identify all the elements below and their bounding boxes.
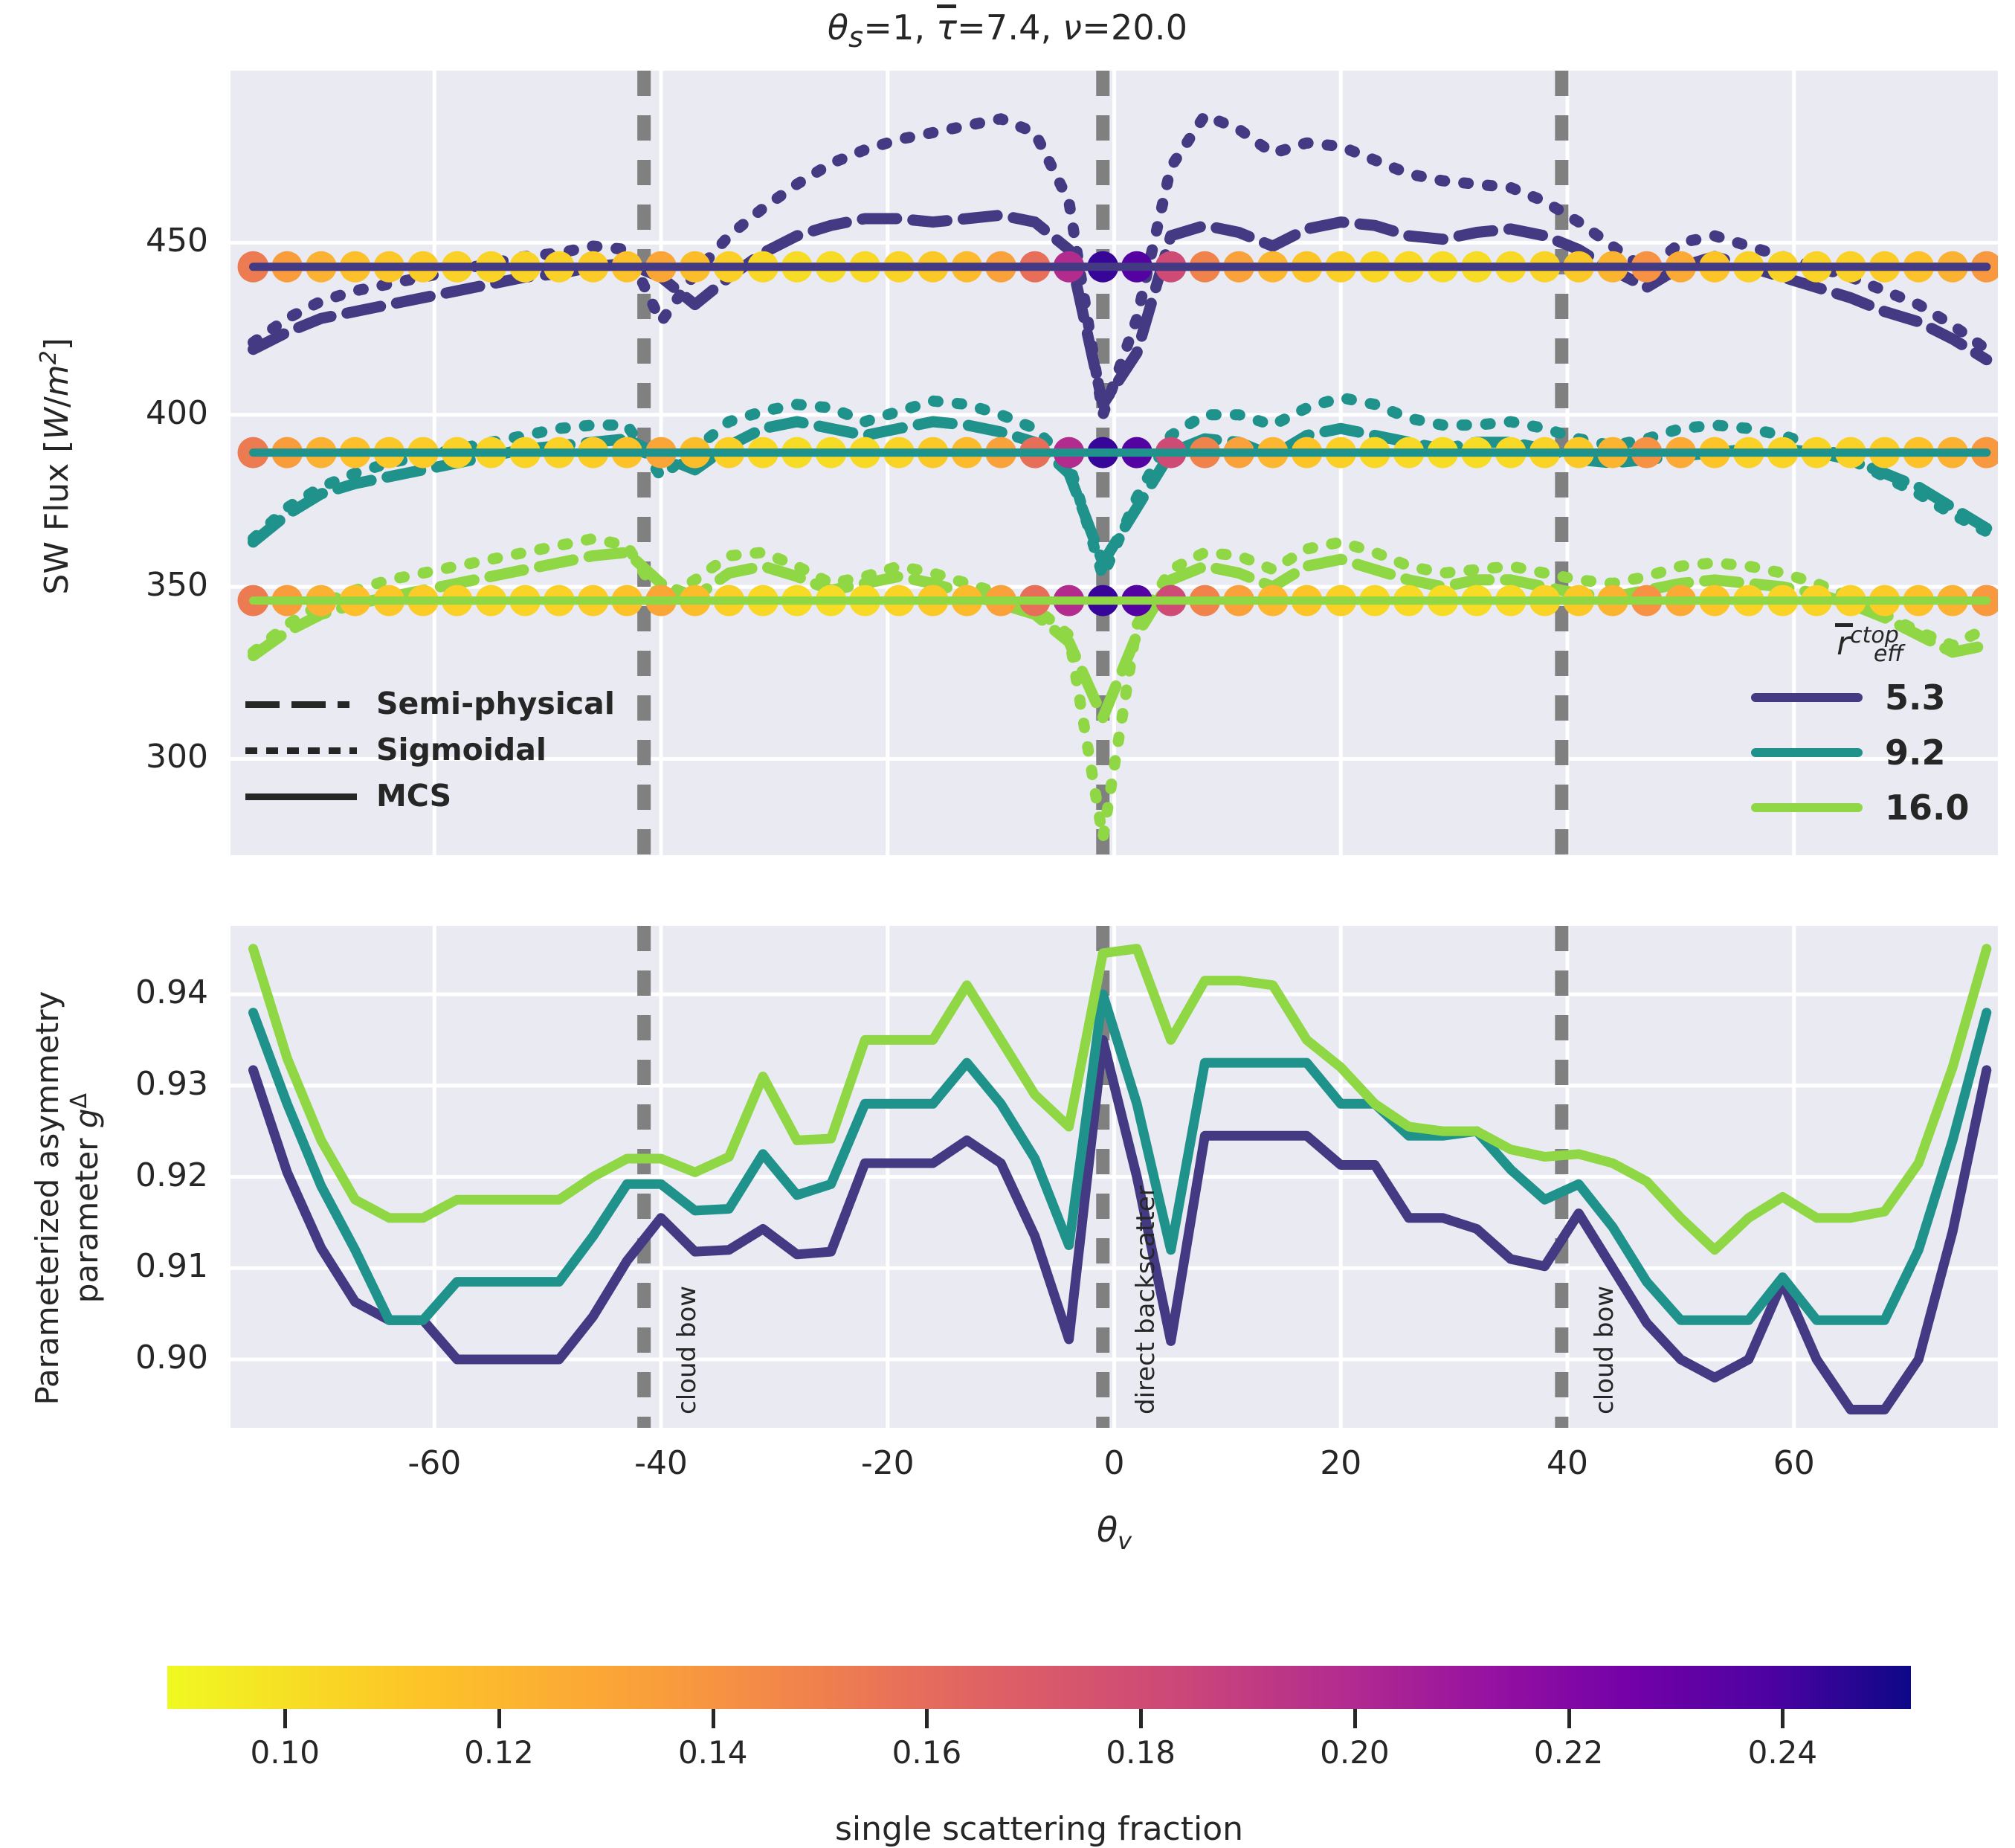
title-nu-value: 20.0: [1110, 7, 1188, 48]
reff-value-0: 5.3: [1885, 677, 1946, 718]
x-tick-0: 0: [1103, 1444, 1125, 1482]
colorbar-tick-label-0.10: 0.10: [250, 1734, 320, 1771]
reff-swatch-1: [1751, 748, 1863, 758]
asymmetry-panel: [230, 926, 1998, 1428]
reff-swatch-2: [1751, 803, 1863, 813]
asymmetry-axis-label: Parameterized asymmetry parameter gΔ: [28, 991, 105, 1406]
figure-root: θs=1, τ =7.4, ν=20.0 SW Flux [W/m2] Param…: [0, 4, 2015, 1848]
y-tick-bottom-0.90: 0.90: [135, 1338, 208, 1377]
legend-item-semi-physical: Semi-physical: [245, 680, 615, 727]
colorbar-tick-labels: 0.10 0.12 0.14 0.16 0.18 0.20 0.22 0.24: [167, 1734, 1911, 1777]
colorbar-tick-label-0.14: 0.14: [677, 1734, 748, 1771]
flux-axis-label: SW Flux [W/m2]: [36, 338, 76, 595]
reff-legend-item-2: 16.0: [1751, 780, 1989, 835]
reff-value-2: 16.0: [1885, 788, 1970, 828]
linestyle-legend: Semi-physical Sigmoidal MCS: [245, 680, 615, 819]
colorbar: 0.10 0.12 0.14 0.16 0.18 0.20 0.22 0.24 single …: [167, 1666, 1911, 1848]
colorbar-tick-label-0.18: 0.18: [1106, 1734, 1176, 1771]
colorbar-tick-label-0.22: 0.22: [1533, 1734, 1604, 1771]
x-tick-60: 60: [1773, 1444, 1815, 1482]
y-tick-top-350: 350: [146, 566, 208, 605]
colorbar-tick-0.18: [1139, 1709, 1144, 1728]
vline-annotation-0: cloud bow: [672, 1285, 703, 1414]
y-tick-bottom-0.91: 0.91: [135, 1247, 208, 1286]
dashed-line-icon: [245, 692, 357, 715]
asymmetry-axis-label-line1: Parameterized asymmetry: [28, 991, 65, 1406]
colorbar-tick-label-0.20: 0.20: [1320, 1734, 1390, 1771]
x-tick-40: 40: [1546, 1444, 1588, 1482]
colorbar-ticks: [167, 1709, 1911, 1734]
colorbar-tick-0.14: [711, 1709, 715, 1728]
x-tick--20: -20: [860, 1444, 915, 1482]
solid-line-icon: [245, 785, 357, 807]
figure-title: θs=1, τ =7.4, ν=20.0: [0, 4, 2015, 54]
vline-annotation-1: direct backscatter: [1131, 1185, 1161, 1414]
y-tick-top-300: 300: [146, 738, 208, 776]
colorbar-tick-label-0.12: 0.12: [464, 1734, 534, 1771]
x-tick--60: -60: [407, 1444, 462, 1482]
colorbar-tick-0.12: [497, 1709, 501, 1728]
reff-value-1: 9.2: [1885, 733, 1946, 773]
reff-legend: r ctopeff 5.3 9.2 16.0: [1751, 622, 1989, 835]
colorbar-title: single scattering fraction: [834, 1810, 1244, 1848]
reff-swatch-0: [1751, 693, 1863, 703]
legend-label-sigmoidal: Sigmoidal: [376, 732, 547, 767]
y-tick-top-400: 400: [146, 393, 208, 432]
legend-item-mcs: MCS: [245, 773, 615, 819]
reff-legend-item-1: 9.2: [1751, 725, 1989, 780]
reff-header-sup: ctop: [1850, 622, 1899, 648]
x-axis-label: θv: [1096, 1510, 1132, 1556]
colorbar-tick-0.22: [1567, 1709, 1571, 1728]
flux-panel: [230, 71, 1998, 855]
y-tick-bottom-0.93: 0.93: [135, 1064, 208, 1103]
reff-header-sub: eff: [1873, 641, 1903, 668]
title-theta-s-value: 1: [892, 7, 915, 48]
legend-label-mcs: MCS: [376, 778, 452, 814]
reff-legend-item-0: 5.3: [1751, 670, 1989, 725]
colorbar-tick-label-0.16: 0.16: [892, 1734, 962, 1771]
legend-item-sigmoidal: Sigmoidal: [245, 727, 615, 773]
x-tick--40: -40: [634, 1444, 688, 1482]
colorbar-tick-0.20: [1353, 1709, 1357, 1728]
legend-label-semi-physical: Semi-physical: [376, 686, 615, 721]
colorbar-tick-0.24: [1781, 1709, 1785, 1728]
x-tick-20: 20: [1320, 1444, 1362, 1482]
colorbar-tick-0.16: [925, 1709, 929, 1728]
dotted-line-icon: [245, 738, 357, 761]
y-tick-top-450: 450: [146, 222, 208, 260]
colorbar-tick-0.10: [283, 1709, 288, 1728]
y-tick-bottom-0.94: 0.94: [135, 973, 208, 1012]
colorbar-gradient: [167, 1666, 1911, 1709]
colorbar-tick-label-0.24: 0.24: [1747, 1734, 1818, 1771]
title-tau-value: 7.4: [985, 7, 1041, 48]
reff-legend-header: r ctopeff: [1835, 622, 1903, 668]
y-tick-bottom-0.92: 0.92: [135, 1156, 208, 1194]
vline-annotation-2: cloud bow: [1590, 1285, 1620, 1414]
